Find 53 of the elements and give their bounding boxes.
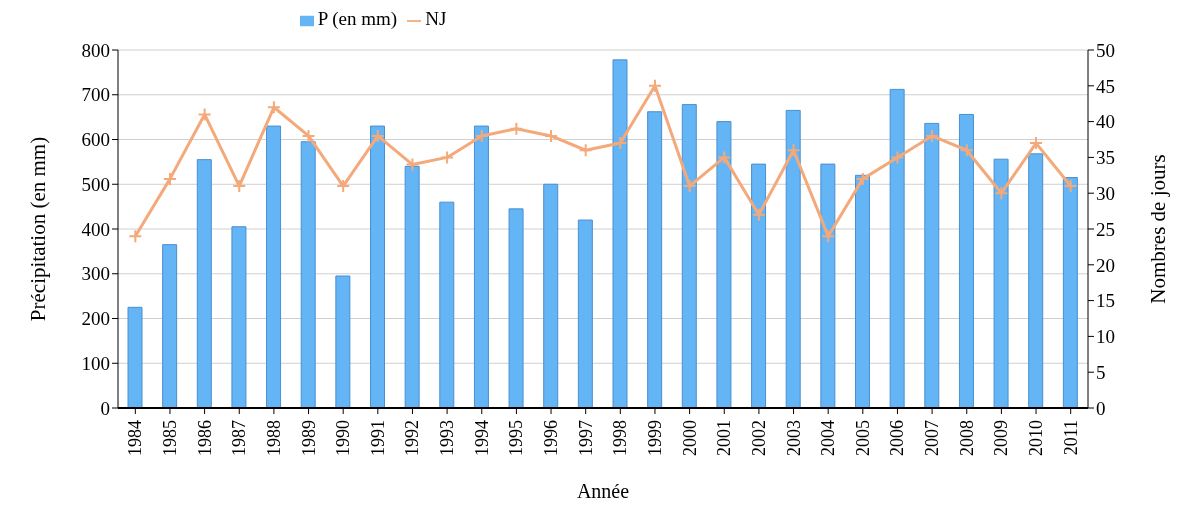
y2-tick-label: 40 — [1096, 111, 1115, 133]
x-tick-label: 2011 — [1060, 420, 1081, 456]
x-tick-label: 1984 — [125, 420, 146, 456]
x-tick-label: 2006 — [887, 420, 908, 456]
x-tick-label: 1990 — [333, 420, 354, 456]
x-tick-label: 1985 — [159, 420, 180, 456]
y2-tick-label: 35 — [1096, 147, 1115, 169]
y2-tick-label: 50 — [1096, 39, 1115, 61]
x-tick-label: 1989 — [298, 420, 319, 456]
y-tick-label: 200 — [81, 308, 110, 330]
x-tick-label: 1988 — [263, 420, 284, 456]
x-tick-label: 2004 — [818, 420, 839, 456]
y2-tick-label: 45 — [1096, 75, 1115, 97]
y-tick-label: 0 — [100, 397, 110, 419]
x-tick-label: 1995 — [506, 420, 527, 456]
y-tick-label: 600 — [81, 129, 110, 151]
y-tick-label: 800 — [81, 39, 110, 61]
y-tick-label: 100 — [81, 352, 110, 374]
x-tick-label: 1997 — [575, 420, 596, 456]
legend-label: P (en mm) — [317, 8, 398, 29]
x-tick-label: 1992 — [402, 420, 423, 456]
x-tick-label: 1993 — [437, 420, 458, 456]
y-tick-label: 500 — [81, 173, 110, 195]
x-tick-label: 1998 — [610, 420, 631, 456]
legend-label: NJ — [425, 8, 447, 29]
x-tick-label: 2010 — [1026, 420, 1047, 456]
y2-tick-label: 30 — [1096, 182, 1115, 204]
x-tick-label: 1991 — [367, 420, 388, 456]
y2-tick-label: 10 — [1096, 326, 1115, 348]
y-tick-label: 700 — [81, 84, 110, 106]
x-tick-label: 2000 — [679, 420, 700, 456]
x-tick-label: 1999 — [644, 420, 665, 456]
x-axis-title: Année — [576, 480, 630, 502]
y2-tick-label: 15 — [1096, 290, 1115, 312]
x-tick-label: 2007 — [922, 420, 943, 456]
y-tick-label: 300 — [81, 263, 110, 285]
y2-axis-title: Nombres de jours — [1146, 154, 1171, 304]
x-tick-label: 2003 — [783, 420, 804, 456]
y-tick-label: 400 — [81, 218, 110, 240]
y2-tick-label: 0 — [1096, 397, 1106, 419]
x-tick-label: 2005 — [852, 420, 873, 456]
y2-tick-label: 25 — [1096, 218, 1115, 240]
y-axis-title: Précipitation (en mm) — [26, 136, 51, 322]
x-tick-label: 2001 — [714, 420, 735, 456]
x-tick-label: 1986 — [194, 420, 215, 456]
x-tick-label: 2008 — [956, 420, 977, 456]
y2-tick-label: 20 — [1096, 254, 1115, 276]
y2-tick-label: 5 — [1096, 361, 1106, 383]
x-tick-label: 2009 — [991, 420, 1012, 456]
x-tick-label: 2002 — [748, 420, 769, 456]
x-tick-label: 1994 — [471, 420, 492, 456]
x-tick-label: 1987 — [229, 420, 250, 456]
x-tick-label: 1996 — [541, 420, 562, 456]
